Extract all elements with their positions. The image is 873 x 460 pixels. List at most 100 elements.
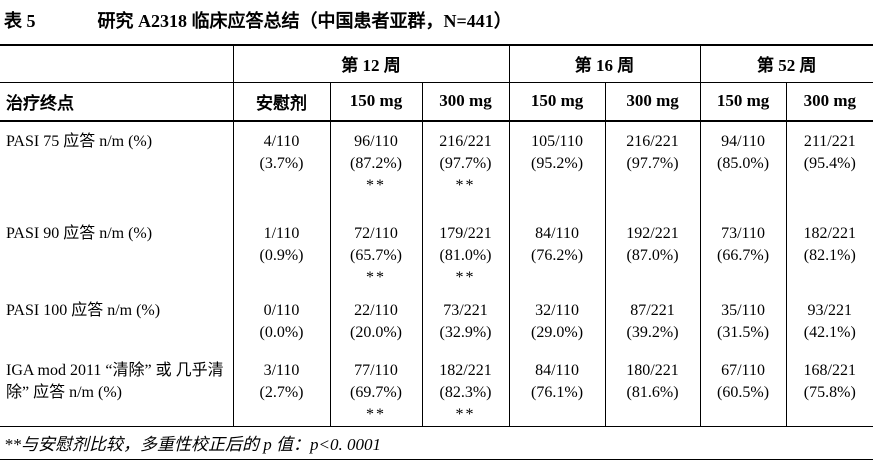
data-cell: 192/221 (87.0%) (604, 214, 701, 291)
cell-value: 1/110 (263, 225, 300, 242)
data-cell: 3/110 (2.7%) (232, 351, 330, 427)
cell-percent: (66.7%) (717, 247, 770, 264)
cell-value: 216/221 (626, 133, 679, 150)
cell-percent: (29.0%) (531, 324, 584, 341)
cell-percent: (81.0%) (439, 247, 492, 264)
cell-value: 182/221 (803, 225, 856, 242)
significance-marker: ** (455, 177, 476, 194)
week-group-header-row: 第 12 周 第 16 周 第 52 周 (0, 44, 873, 83)
week-12-group-header: 第 12 周 (232, 44, 510, 83)
cell-percent: (97.7%) (626, 155, 679, 172)
data-cell: 216/221 (97.7%) (604, 121, 701, 214)
significance-marker: ** (366, 406, 386, 423)
cell-value: 4/110 (263, 133, 300, 150)
significance-marker: ** (455, 269, 476, 286)
cell-percent: (76.2%) (531, 247, 584, 264)
cell-value: 22/110 (354, 302, 398, 319)
data-cell: 4/110 (3.7%) (232, 121, 330, 214)
cell-value: 84/110 (535, 362, 579, 379)
data-cell: 105/110 (95.2%) (508, 121, 606, 214)
column-header-row: 治疗终点 安慰剂 150 mg 300 mg 150 mg 300 mg 150… (0, 82, 873, 122)
cell-value: 87/221 (630, 302, 675, 319)
cell-percent: (0.9%) (259, 247, 304, 264)
week-16-group-header: 第 16 周 (508, 44, 701, 83)
data-cell: 73/221 (32.9%) (421, 291, 510, 351)
data-cell: 168/221 (75.8%) (785, 351, 873, 427)
data-cell: 87/221 (39.2%) (604, 291, 701, 351)
cell-value: 94/110 (721, 133, 765, 150)
cell-value: 179/221 (439, 225, 492, 242)
significance-footnote: **与安慰剂比较，多重性校正后的 p 值：p<0. 0001 (4, 435, 381, 455)
cell-percent: (75.8%) (803, 384, 856, 401)
cell-value: 168/221 (803, 362, 856, 379)
table-title-text: 研究 A2318 临床应答总结（中国患者亚群，N=441） (97, 11, 512, 31)
cell-value: 77/110 (354, 362, 398, 379)
endpoint-label: PASI 100 应答 n/m (%) (6, 302, 161, 319)
cell-percent: (81.6%) (626, 384, 679, 401)
significance-marker: ** (366, 269, 386, 286)
cell-percent: (87.0%) (626, 247, 679, 264)
data-cell: 182/221 (82.1%) (785, 214, 873, 291)
data-cell: 1/110 (0.9%) (232, 214, 330, 291)
data-cell: 84/110 (76.1%) (508, 351, 606, 427)
cell-value: 32/110 (535, 302, 579, 319)
column-header-w52-150mg: 150 mg (699, 82, 787, 122)
cell-percent: (85.0%) (717, 155, 770, 172)
significance-marker: ** (366, 177, 386, 194)
cell-percent: (60.5%) (717, 384, 770, 401)
table-row-pasi100: PASI 100 应答 n/m (%) 0/110 (0.0%) 22/110 … (0, 291, 873, 351)
cell-percent: (69.7%) (350, 384, 402, 401)
data-cell: 180/221 (81.6%) (604, 351, 701, 427)
cell-value: 96/110 (354, 133, 398, 150)
data-cell: 77/110 (69.7%) ** (329, 351, 422, 427)
data-cell: 0/110 (0.0%) (232, 291, 330, 351)
cell-value: 35/110 (721, 302, 765, 319)
cell-value: 216/221 (439, 133, 492, 150)
cell-percent: (20.0%) (350, 324, 402, 341)
cell-percent: (31.5%) (717, 324, 770, 341)
cell-percent: (0.0%) (259, 324, 304, 341)
cell-value: 72/110 (354, 225, 398, 242)
data-cell: 67/110 (60.5%) (699, 351, 787, 427)
data-cell: 73/110 (66.7%) (699, 214, 787, 291)
week-52-group-header: 第 52 周 (699, 44, 873, 83)
table-row-pasi75: PASI 75 应答 n/m (%) 4/110 (3.7%) 96/110 (… (0, 121, 873, 214)
cell-percent: (95.2%) (531, 155, 584, 172)
endpoint-label: PASI 90 应答 n/m (%) (6, 225, 153, 242)
cell-value: 93/221 (807, 302, 852, 319)
column-header-w12-150mg: 150 mg (329, 82, 422, 122)
column-header-w52-300mg: 300 mg (785, 82, 873, 122)
data-cell: 94/110 (85.0%) (699, 121, 787, 214)
cell-percent: (76.1%) (531, 384, 584, 401)
cell-value: 0/110 (263, 302, 300, 319)
cell-percent: (32.9%) (439, 324, 492, 341)
cell-percent: (2.7%) (259, 384, 304, 401)
endpoint-label: PASI 75 应答 n/m (%) (6, 133, 153, 150)
cell-value: 73/221 (443, 302, 488, 319)
cell-percent: (95.4%) (803, 155, 856, 172)
data-cell: 22/110 (20.0%) (329, 291, 422, 351)
column-header-w16-300mg: 300 mg (604, 82, 701, 122)
significance-marker: ** (455, 406, 476, 423)
cell-percent: (82.3%) (439, 384, 492, 401)
data-cell: 182/221 (82.3%) ** (421, 351, 510, 427)
column-header-w16-150mg: 150 mg (508, 82, 606, 122)
data-cell: 72/110 (65.7%) ** (329, 214, 422, 291)
cell-percent: (82.1%) (803, 247, 856, 264)
cell-value: 105/110 (531, 133, 583, 150)
table-row-iga: IGA mod 2011 “清除” 或 几乎清除” 应答 n/m (%) 3/1… (0, 351, 873, 427)
data-cell: 93/221 (42.1%) (785, 291, 873, 351)
cell-percent: (42.1%) (803, 324, 856, 341)
cell-percent: (39.2%) (626, 324, 679, 341)
data-cell: 211/221 (95.4%) (785, 121, 873, 214)
data-cell: 35/110 (31.5%) (699, 291, 787, 351)
cell-percent: (65.7%) (350, 247, 402, 264)
cell-value: 211/221 (803, 133, 856, 150)
column-header-placebo: 安慰剂 (232, 82, 330, 122)
endpoint-label: IGA mod 2011 “清除” 或 几乎清除” 应答 n/m (%) (6, 362, 224, 401)
cell-value: 192/221 (626, 225, 679, 242)
corner-cell (0, 44, 233, 83)
cell-value: 180/221 (626, 362, 679, 379)
data-cell: 32/110 (29.0%) (508, 291, 606, 351)
cell-percent: (3.7%) (259, 155, 304, 172)
